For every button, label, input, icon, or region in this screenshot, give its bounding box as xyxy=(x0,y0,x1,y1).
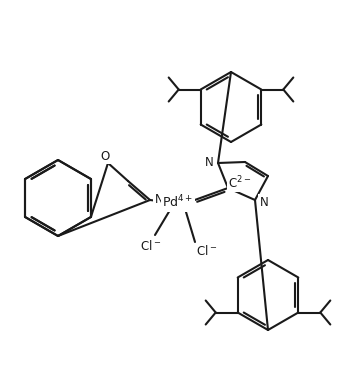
Text: N: N xyxy=(205,155,213,168)
Text: N: N xyxy=(155,192,164,205)
Text: C$^{2-}$: C$^{2-}$ xyxy=(228,175,252,191)
Text: Cl$^-$: Cl$^-$ xyxy=(196,244,218,258)
Text: Cl$^-$: Cl$^-$ xyxy=(141,239,162,253)
Text: Pd$^{4+}$: Pd$^{4+}$ xyxy=(162,194,194,210)
Text: O: O xyxy=(101,149,110,163)
Text: N: N xyxy=(259,195,268,208)
